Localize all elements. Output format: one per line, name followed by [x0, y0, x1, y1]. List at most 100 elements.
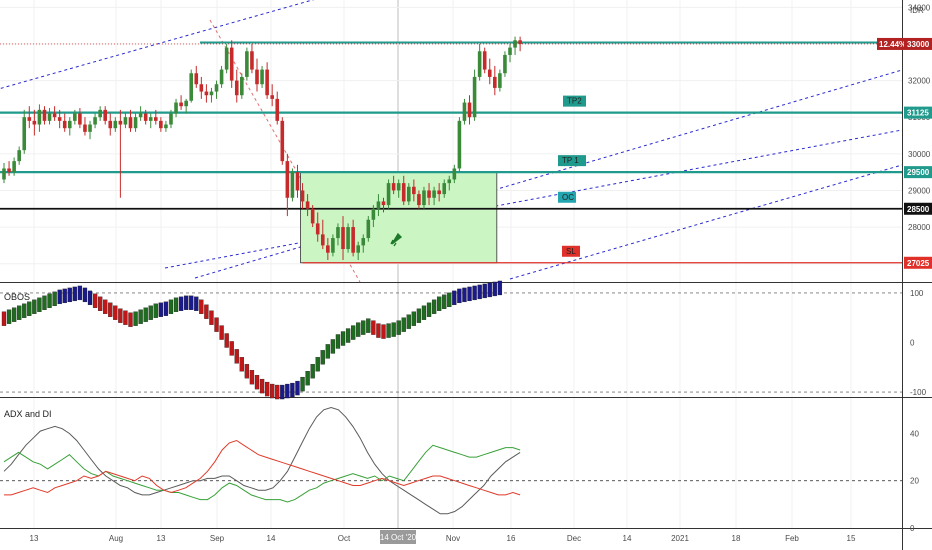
trend-line-red	[209, 19, 361, 283]
adx-series-minus_di	[4, 439, 521, 496]
obos-bar	[244, 364, 250, 379]
candle-body	[300, 190, 305, 202]
change-tag: 12.44%	[879, 40, 906, 49]
obos-bar	[108, 302, 113, 317]
obos-bar	[366, 318, 371, 333]
axis-level-tag-bg	[904, 256, 932, 269]
obos-bar	[138, 309, 143, 324]
obos-bar	[437, 296, 442, 311]
level-tag-label: TP2	[567, 97, 582, 106]
level-tag-label: OC	[562, 193, 574, 202]
obos-bar	[416, 308, 422, 323]
obos-bar	[325, 344, 330, 359]
candle-body	[452, 168, 457, 180]
candle-body	[194, 73, 199, 85]
obos-bar	[199, 299, 204, 314]
candle-body	[407, 186, 411, 202]
candle-body	[331, 238, 335, 253]
candle-body	[219, 69, 224, 85]
candle-body	[487, 69, 492, 77]
obos-bar	[178, 296, 184, 311]
trend-line	[0, 0, 315, 90]
obos-bar	[128, 312, 133, 327]
candle-body	[295, 172, 300, 191]
obos-bar	[270, 383, 275, 399]
axis-level-tag: 28500	[907, 205, 930, 214]
candle-body	[462, 102, 467, 121]
adx-tick-label: 0	[910, 524, 915, 533]
candle-body	[457, 120, 462, 169]
axes: 13 Aug 13 Sep 14 Oct Nov 16 Dec 14 2021 18 Feb 15 14 O…	[30, 3, 932, 544]
adx-tick-label: 40	[910, 429, 919, 438]
price-tick-label: 30000	[908, 150, 931, 159]
x-tick-label: 14	[623, 534, 632, 543]
obos-bar	[462, 287, 467, 303]
obos-title: OBOS	[4, 292, 30, 302]
candle-body	[73, 113, 77, 121]
x-tick-label: Oct	[338, 534, 351, 543]
obos-bar	[452, 290, 457, 306]
obos-bar	[133, 311, 138, 326]
obos-bar	[254, 374, 260, 390]
obos-bar	[194, 296, 199, 311]
candle-body	[37, 109, 42, 125]
obos-bar	[264, 381, 270, 397]
obos-bar	[335, 334, 341, 349]
obos-bar	[361, 320, 366, 335]
obos-bar	[381, 324, 386, 339]
obos-bar	[431, 299, 437, 314]
candle-body	[32, 120, 37, 125]
obos-bar	[315, 357, 320, 372]
candle-body	[361, 238, 366, 246]
candle-body	[513, 40, 517, 48]
obos-bar	[497, 280, 503, 296]
candle-body	[118, 120, 123, 125]
candle-body	[88, 124, 92, 132]
candle-body	[371, 208, 376, 220]
level-tag-bg	[558, 155, 586, 167]
obos-bar	[259, 378, 265, 394]
obos-bar	[345, 328, 351, 343]
obos-bar	[62, 288, 67, 304]
obos-bar	[189, 295, 194, 310]
candle-body	[174, 102, 178, 114]
level-tag-bg	[563, 95, 586, 107]
obos-bar	[143, 307, 148, 322]
obos-bar	[371, 320, 376, 335]
axis-level-tag: 27025	[907, 259, 930, 268]
obos-bar	[482, 283, 487, 299]
candle-body	[310, 208, 315, 224]
x-tick-label: 13	[157, 534, 166, 543]
obos-bar	[184, 295, 189, 310]
candle-body	[67, 120, 72, 129]
trend-line	[509, 164, 903, 280]
obos-bar	[82, 287, 88, 303]
candle-body	[341, 227, 345, 250]
x-tick-label: 13	[30, 534, 39, 543]
candle-body	[412, 186, 416, 195]
crosshair-label-bg	[380, 530, 416, 544]
obos-bar	[42, 295, 47, 310]
candle-body	[518, 40, 522, 44]
obos-bar	[92, 293, 98, 308]
adx-panel: ADX and DI	[0, 406, 902, 515]
candle-body	[12, 161, 16, 173]
candle-body	[472, 76, 477, 118]
candle-body	[265, 69, 269, 96]
axis-level-tag-bg	[904, 166, 932, 179]
candle-body	[209, 91, 214, 96]
obos-tick-label: 100	[910, 289, 924, 298]
candle-body	[93, 117, 97, 125]
candle-body	[477, 51, 482, 77]
x-tick-label: 18	[732, 534, 741, 543]
candle-body	[22, 117, 27, 151]
candle-body	[98, 109, 102, 118]
axis-level-tag: 29500	[907, 168, 930, 177]
x-tick-label: Aug	[109, 534, 123, 543]
axis-level-tag-bg	[904, 106, 932, 119]
level-tag-bg	[558, 191, 576, 203]
obos-bar	[173, 297, 179, 312]
price-panel: TP2 TP 1 OC SL	[0, 0, 903, 283]
candle-body	[351, 227, 355, 253]
